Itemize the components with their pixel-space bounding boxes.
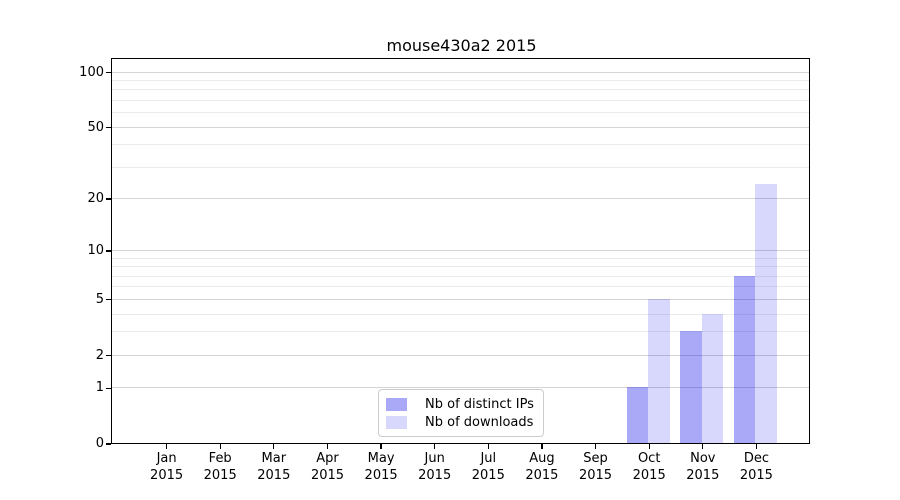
legend-label-downloads: Nb of downloads: [425, 415, 534, 430]
plot-area: [111, 58, 810, 444]
minor-gridline: [112, 266, 809, 268]
x-tick-year: 2015: [525, 467, 559, 483]
y-tick-label: 0: [95, 436, 104, 451]
x-tick-year: 2015: [739, 467, 773, 483]
x-tick-month: Jul: [480, 451, 497, 466]
y-tick-mark: [106, 443, 111, 445]
x-tick-month: Feb: [208, 451, 232, 466]
x-tick-month: Dec: [743, 451, 769, 466]
legend-swatch-downloads: [386, 416, 407, 429]
x-tick-mark: [380, 444, 382, 449]
x-tick-month: May: [367, 451, 395, 466]
x-tick-month: Sep: [583, 451, 608, 466]
minor-gridline: [112, 112, 809, 114]
y-tick-label: 50: [87, 119, 104, 135]
x-tick-mark: [648, 444, 650, 449]
major-gridline: [112, 197, 809, 199]
x-tick-month: Nov: [690, 451, 716, 466]
y-tick-mark: [106, 126, 111, 129]
x-tick-month: Oct: [637, 451, 661, 466]
minor-gridline: [112, 144, 809, 146]
x-tick-mark: [487, 444, 489, 449]
x-tick-mark: [273, 444, 275, 449]
major-gridline: [112, 250, 809, 251]
x-tick-year: 2015: [471, 467, 505, 483]
minor-gridline: [112, 166, 809, 168]
x-tick-year: 2015: [418, 467, 452, 483]
y-tick-mark: [106, 250, 111, 252]
minor-gridline: [112, 331, 809, 333]
legend-label-distinct-ips: Nb of distinct IPs: [425, 397, 534, 412]
bar-downloads: [755, 183, 777, 443]
minor-gridline: [112, 313, 809, 315]
x-tick-label: Nov 2015: [668, 451, 738, 484]
x-tick-label: Apr 2015: [293, 451, 363, 484]
major-gridline: [112, 298, 809, 300]
x-tick-year: 2015: [364, 467, 398, 483]
x-tick-label: Jun 2015: [400, 451, 470, 484]
minor-gridline: [112, 286, 809, 288]
minor-gridline: [112, 275, 809, 277]
y-tick-label: 10: [87, 243, 104, 258]
major-gridline: [112, 354, 809, 356]
x-tick-label: Oct 2015: [614, 451, 684, 484]
x-tick-mark: [594, 444, 597, 449]
bar-downloads: [701, 313, 724, 443]
x-tick-label: Feb 2015: [185, 451, 255, 484]
minor-gridline: [112, 99, 809, 101]
x-tick-year: 2015: [686, 467, 720, 483]
y-tick-label: 5: [95, 291, 104, 307]
y-tick-mark: [106, 387, 111, 389]
x-tick-label: Mar 2015: [239, 451, 309, 484]
x-tick-year: 2015: [632, 467, 666, 483]
bar-distinct-ips: [680, 331, 702, 443]
bar-distinct-ips: [626, 387, 649, 443]
minor-gridline: [112, 89, 809, 91]
y-tick-label: 100: [79, 64, 104, 80]
x-tick-month: Aug: [529, 451, 555, 466]
y-tick-mark: [106, 198, 111, 200]
y-tick-label: 2: [95, 347, 104, 363]
y-tick-mark: [106, 354, 111, 357]
y-tick-mark: [106, 71, 111, 74]
x-tick-month: Jan: [156, 451, 177, 466]
major-gridline: [112, 387, 809, 389]
x-tick-label: Dec 2015: [721, 451, 791, 484]
x-tick-year: 2015: [150, 467, 184, 483]
x-tick-mark: [165, 444, 168, 449]
x-tick-label: Sep 2015: [561, 451, 631, 484]
x-tick-mark: [219, 444, 221, 449]
x-tick-mark: [755, 444, 758, 449]
y-tick-label: 20: [87, 190, 104, 206]
y-tick-label: 1: [95, 380, 104, 396]
minor-gridline: [112, 79, 809, 81]
x-tick-mark: [541, 444, 543, 449]
y-tick-mark: [106, 299, 111, 301]
bar-distinct-ips: [733, 275, 756, 443]
x-tick-year: 2015: [578, 467, 613, 483]
x-tick-label: Jan 2015: [132, 451, 202, 484]
x-tick-year: 2015: [310, 467, 345, 483]
x-tick-month: Apr: [316, 451, 339, 466]
x-tick-label: Jul 2015: [453, 451, 523, 484]
legend-item-distinct-ips: Nb of distinct IPs: [386, 397, 534, 412]
x-tick-mark: [326, 444, 329, 449]
legend-item-downloads: Nb of downloads: [386, 415, 534, 430]
bar-downloads: [648, 298, 670, 443]
x-tick-label: May 2015: [346, 451, 416, 484]
legend-swatch-distinct-ips: [386, 398, 407, 411]
x-tick-mark: [434, 444, 436, 449]
x-tick-mark: [702, 444, 704, 449]
major-gridline: [112, 126, 809, 128]
legend: Nb of distinct IPs Nb of downloads: [378, 389, 544, 437]
x-tick-year: 2015: [203, 467, 237, 483]
x-tick-year: 2015: [257, 467, 291, 483]
minor-gridline: [112, 257, 809, 259]
x-tick-month: Jun: [424, 451, 445, 466]
x-tick-label: Aug 2015: [507, 451, 577, 484]
chart-title: mouse430a2 2015: [386, 36, 537, 55]
major-gridline: [112, 71, 809, 73]
x-tick-month: Mar: [261, 451, 287, 466]
